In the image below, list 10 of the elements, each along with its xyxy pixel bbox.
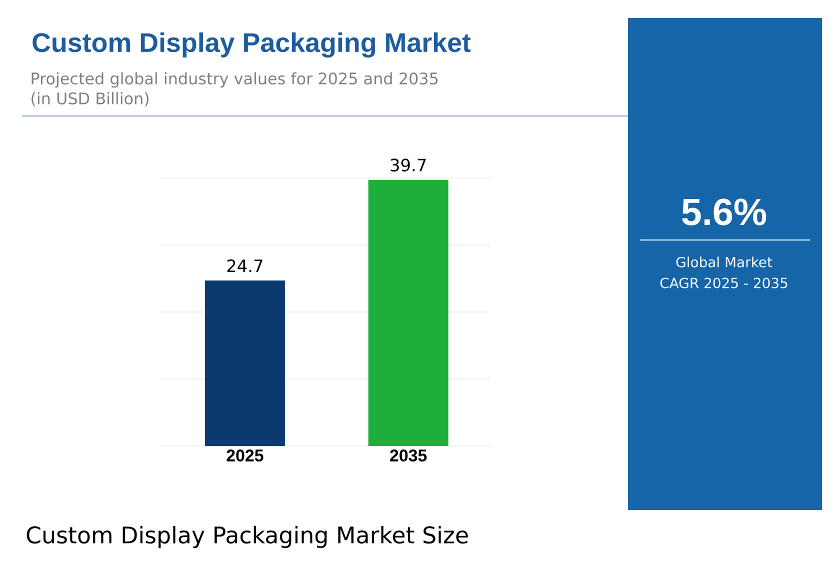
text: Global Market	[676, 256, 772, 268]
data-label: 39.7	[390, 158, 426, 172]
text: Custom Display Packaging Market Size	[26, 526, 468, 548]
data-label: 24.7	[227, 259, 262, 272]
x-tick-label: 2025	[226, 450, 264, 462]
chart-title: Custom Display Packaging Market	[32, 32, 471, 58]
x-tick-label: 2035	[390, 450, 427, 462]
text: CAGR 2025 - 2035	[660, 278, 788, 288]
text: 5.6%	[682, 198, 766, 226]
chart-subtitle: Projected global industry values for 2025 and 2035 (in USD Billion)	[32, 72, 438, 106]
